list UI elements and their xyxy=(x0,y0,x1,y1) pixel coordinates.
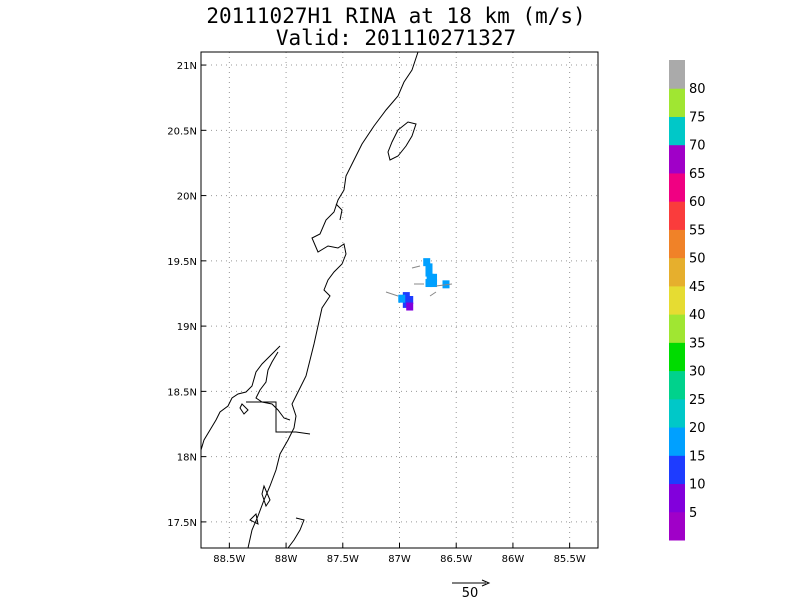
wind-cell xyxy=(430,273,438,282)
colorbar-label: 50 xyxy=(689,252,706,267)
lon-tick-label: 88W xyxy=(275,554,298,565)
lon-tick-label: 87.5W xyxy=(327,554,359,565)
wind-cell xyxy=(425,263,433,272)
wind-cell xyxy=(425,279,433,288)
wind-cell xyxy=(406,302,414,311)
colorbar-swatch xyxy=(669,172,685,202)
wind-cell xyxy=(398,294,406,303)
colorbar-swatch xyxy=(669,285,685,315)
cay-4 xyxy=(249,512,259,525)
colorbar-swatch xyxy=(669,257,685,287)
colorbar-swatch xyxy=(669,144,685,174)
wind-cell xyxy=(425,268,433,277)
coast-stub xyxy=(335,203,343,221)
colorbar-swatch xyxy=(669,342,685,372)
lat-tick-label: 21N xyxy=(177,61,197,72)
colorbar-swatch xyxy=(669,314,685,343)
colorbar-label: 60 xyxy=(689,195,706,210)
colorbar-swatch xyxy=(669,201,685,230)
lon-tick-labels: 88.5W 88W 87.5W 87W 86.5W 86W 85.5W xyxy=(213,554,586,565)
colorbar-label: 75 xyxy=(689,110,706,125)
colorbar-label: 40 xyxy=(689,308,706,323)
colorbar-label: 80 xyxy=(689,82,706,97)
colorbar-label: 45 xyxy=(689,280,706,295)
colorbar: 5 10 15 20 25 30 35 40 45 50 55 60 65 70 75 80 xyxy=(669,60,706,541)
colorbar-swatch xyxy=(669,116,685,146)
coastline-bay xyxy=(201,345,281,451)
colorbar-swatch xyxy=(669,88,685,117)
plot-frame xyxy=(200,51,599,549)
reference-vector-label: 50 xyxy=(462,586,479,600)
lat-tick-label: 18.5N xyxy=(167,387,197,398)
colorbar-swatch xyxy=(669,427,685,456)
map-title: 20111027H1 RINA at 18 km (m/s) xyxy=(206,4,586,28)
border-line xyxy=(246,401,311,435)
coastline-bay-inner xyxy=(255,351,291,421)
colorbar-label: 25 xyxy=(689,393,706,408)
wind-cell xyxy=(430,279,438,288)
lat-tick-label: 19N xyxy=(177,322,197,333)
grid-lines xyxy=(201,52,598,548)
lat-tick-label: 20N xyxy=(177,192,197,203)
coastline-mainland xyxy=(247,52,419,548)
colorbar-label: 35 xyxy=(689,336,706,351)
colorbar-swatch xyxy=(669,370,685,400)
colorbar-label: 65 xyxy=(689,167,706,182)
lat-tick-labels: 21N 20.5N 20N 19.5N 19N 18.5N 18N 17.5N xyxy=(167,61,197,529)
lat-tick-label: 18N xyxy=(177,453,197,464)
colorbar-label: 30 xyxy=(689,365,706,380)
colorbar-swatch xyxy=(669,511,685,541)
lat-tick-label: 19.5N xyxy=(167,257,197,268)
wind-vectors xyxy=(385,265,453,297)
colorbar-label: 20 xyxy=(689,421,706,436)
wind-cell xyxy=(423,258,431,267)
cay-3 xyxy=(287,517,305,548)
colorbar-label: 15 xyxy=(689,449,706,464)
cozumel-island xyxy=(387,121,417,161)
lat-tick-label: 17.5N xyxy=(167,518,197,529)
colorbar-label: 5 xyxy=(689,506,697,521)
cay-2 xyxy=(261,484,271,508)
cay-1 xyxy=(239,403,249,415)
map-subtitle: Valid: 201110271327 xyxy=(275,26,517,50)
colorbar-swatch xyxy=(669,398,685,428)
lon-tick-label: 85.5W xyxy=(554,554,586,565)
lon-tick-label: 88.5W xyxy=(213,554,245,565)
lon-tick-label: 87W xyxy=(388,554,411,565)
reference-vector: 50 xyxy=(452,579,491,600)
lon-tick-label: 86.5W xyxy=(440,554,472,565)
colorbar-label: 10 xyxy=(689,478,706,493)
colorbar-swatch xyxy=(669,483,685,513)
colorbar-swatch xyxy=(669,229,685,259)
colorbar-label: 55 xyxy=(689,223,706,238)
colorbar-swatch xyxy=(669,455,685,485)
lat-tick-label: 20.5N xyxy=(167,126,197,137)
colorbar-label: 70 xyxy=(689,139,706,154)
lon-tick-label: 86W xyxy=(502,554,525,565)
colorbar-swatch xyxy=(669,60,685,89)
